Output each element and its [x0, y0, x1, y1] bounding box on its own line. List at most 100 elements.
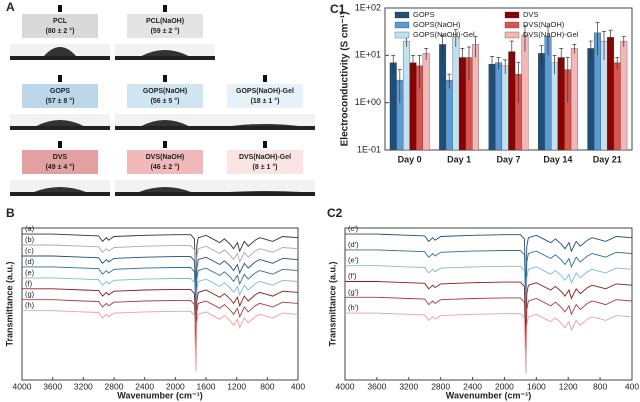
x-tick-label: 800 [593, 381, 607, 391]
series-label: (a) [25, 224, 35, 233]
x-tick-label: 2400 [463, 381, 482, 391]
bar [422, 53, 430, 151]
needle [263, 75, 267, 82]
sample-name: GOPS(NaOH) [143, 88, 187, 95]
substrate [215, 126, 315, 130]
substrate [115, 56, 215, 60]
contact-angle: (46 ± 2 °) [151, 163, 180, 171]
droplet [231, 124, 299, 126]
spectrum-line [345, 249, 633, 311]
x-tick-label: 1200 [559, 381, 578, 391]
bar [587, 48, 595, 151]
bar [445, 79, 453, 151]
bar [402, 40, 410, 151]
x-tick-label: 400 [625, 381, 639, 391]
sample-name: PCL(NaOH) [146, 18, 184, 25]
x-tick-label: 400 [291, 381, 305, 391]
contact-angle: (59 ± 2 °) [151, 27, 180, 35]
needle [163, 75, 167, 82]
legend-swatch [504, 21, 520, 29]
label-box [127, 150, 203, 174]
legend-label: GOPS(NaOH)-Gel [413, 30, 475, 39]
x-tick-label: 2000 [495, 381, 514, 391]
x-tick-label: 3200 [74, 381, 93, 391]
series-label: (h') [348, 303, 359, 312]
bar [488, 64, 496, 151]
spectrum-line [345, 312, 633, 374]
label-box [127, 14, 203, 38]
x-tick-label: Day 0 [398, 154, 422, 164]
y-axis-title: Transmittance (a.u.) [327, 261, 337, 346]
series-label: (c) [25, 246, 34, 255]
substrate [10, 126, 110, 130]
y-tick-label: 1E+00 [355, 97, 381, 107]
substrate [215, 192, 315, 196]
legend-label: DVS(NaOH)-Gel [523, 30, 579, 39]
bar [501, 65, 509, 151]
bar [613, 62, 621, 151]
needle [263, 141, 267, 148]
panel-label: B [6, 206, 15, 220]
x-axis-title: Wavenumber (cm⁻¹) [117, 390, 202, 400]
needle [163, 141, 167, 148]
x-tick-label: 2400 [135, 381, 154, 391]
series-label: (e) [25, 268, 35, 277]
panel-label: A [6, 0, 15, 14]
legend-label: DVS [523, 10, 538, 19]
spectrum-line [22, 244, 299, 306]
legend-label: DVS(NaOH) [523, 20, 565, 29]
series-label: (c') [348, 224, 359, 233]
x-tick-label: Day 7 [496, 154, 520, 164]
droplet [141, 50, 189, 56]
bar [620, 40, 628, 151]
plot-frame [21, 227, 299, 381]
spectrum-line [345, 233, 633, 295]
label-box [227, 150, 303, 174]
droplet [34, 187, 86, 192]
contact-angle: (80 ± 2 °) [46, 27, 75, 35]
y-axis-title: Electroconductivity (S cm⁻¹) [340, 12, 351, 147]
x-tick-label: 2800 [431, 381, 450, 391]
series-label: (d') [348, 240, 359, 249]
sample-name: GOPS(NaOH)-Gel [236, 88, 294, 95]
substrate [115, 192, 215, 196]
series-label: (f') [348, 271, 357, 280]
sample-name: DVS [53, 154, 68, 161]
label-box [22, 150, 98, 174]
sample-name: PCL [53, 18, 68, 25]
spectrum-line [22, 233, 299, 295]
droplet [229, 191, 301, 192]
panel-label: C2 [327, 206, 343, 220]
y-tick-label: 1E+02 [355, 2, 381, 12]
bar [607, 37, 615, 151]
legend-label: GOPS(NaOH) [413, 20, 461, 29]
legend-swatch [394, 21, 410, 29]
droplet [36, 120, 84, 126]
label-box [227, 84, 303, 108]
x-tick-label: 1600 [197, 381, 216, 391]
bar [472, 44, 480, 151]
x-tick-label: 2800 [105, 381, 124, 391]
spectrum-line [345, 265, 633, 327]
spectrum-line [22, 299, 299, 361]
spectrum-line [22, 288, 299, 350]
bar [452, 36, 460, 151]
y-axis-title: Transmittance (a.u.) [4, 261, 14, 346]
contact-angle: (8 ± 1 °) [253, 163, 278, 171]
contact-angle: (56 ± 5 °) [151, 97, 180, 105]
label-box [22, 14, 98, 38]
contact-angle: (18 ± 1 °) [251, 97, 280, 105]
substrate [10, 56, 110, 60]
legend-swatch [394, 31, 410, 39]
series-label: (g) [25, 290, 35, 299]
bar [570, 48, 578, 151]
bar [409, 62, 417, 151]
series-label: (h) [25, 301, 35, 310]
x-tick-label: 3600 [367, 381, 386, 391]
sample-name: DVS(NaOH)-Gel [239, 154, 291, 161]
series-label: (e') [348, 256, 359, 265]
substrate [115, 126, 215, 130]
series-label: (b) [25, 235, 35, 244]
